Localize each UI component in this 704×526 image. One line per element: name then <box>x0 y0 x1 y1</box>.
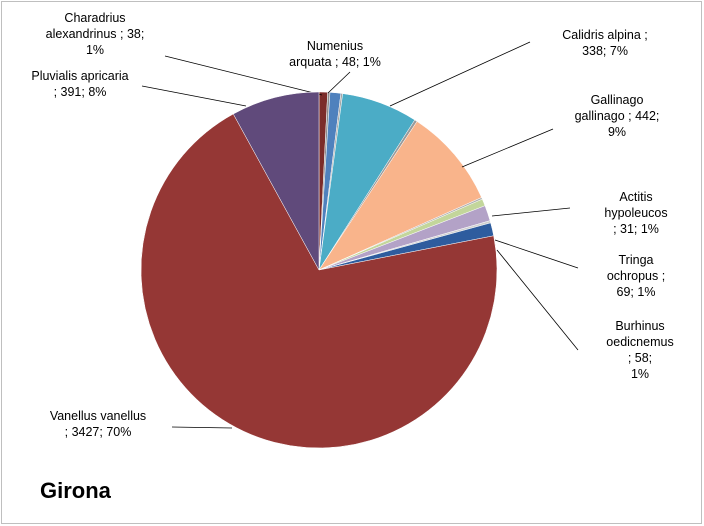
data-label: Charadrius alexandrinus ; 38; 1% <box>45 11 145 57</box>
data-label: Actitis hypoleucos ; 31; 1% <box>604 190 668 236</box>
leader-line <box>327 71 351 94</box>
leader-line <box>171 426 233 429</box>
leader-line <box>141 85 247 107</box>
data-label: Tringa ochropus ; 69; 1% <box>606 253 666 299</box>
leader-line <box>491 207 571 217</box>
data-label: Numenius arquata ; 48; 1% <box>289 39 381 69</box>
leader-line <box>494 239 579 269</box>
data-label: Vanellus vanellus ; 3427; 70% <box>49 409 147 439</box>
pie-slice <box>232 91 320 271</box>
leader-line <box>496 249 579 351</box>
data-label: Gallinago gallinago ; 442; 9% <box>574 93 660 139</box>
pie-slice <box>318 121 482 271</box>
leader-line <box>389 41 531 107</box>
leader-line <box>461 128 554 168</box>
data-label: Burhinus oedicnemus ; 58; 1% <box>606 319 674 381</box>
chart-title: Girona <box>40 478 111 503</box>
data-label: Pluvialis apricaria ; 391; 8% <box>31 69 129 99</box>
data-label: Calidris alpina ; 338; 7% <box>562 28 648 58</box>
leader-line <box>164 55 323 96</box>
pie-slice <box>140 113 498 449</box>
